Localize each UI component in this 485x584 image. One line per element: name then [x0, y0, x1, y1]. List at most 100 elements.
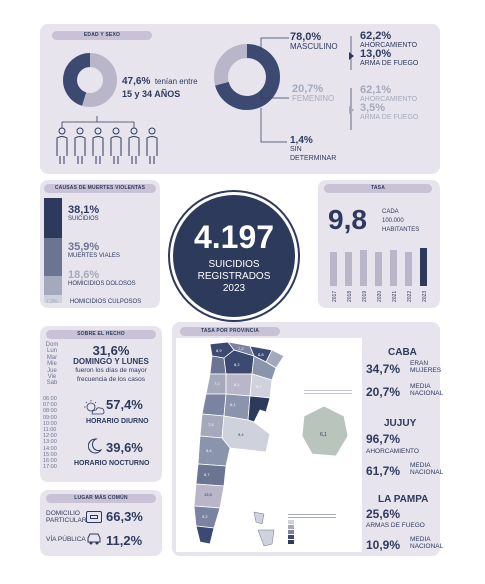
- masculino-pct: 78,0%: [290, 31, 322, 43]
- causa-pct: 18,6%: [68, 269, 100, 281]
- fem-fuego-label: ARMA DE FUEGO: [360, 114, 419, 121]
- tasa-bar-2017: [330, 252, 337, 286]
- caba-pct1: 34,7%: [366, 361, 401, 376]
- causa-label: SUICIDIOS: [68, 216, 99, 222]
- caba-text2a: MEDIA: [410, 383, 431, 390]
- fem-ahorc-label: AHORCAMIENTO: [360, 96, 418, 103]
- hours-list: 06:00 07:00 08:00 09:00 10:00 11:00 12:0…: [43, 396, 57, 470]
- jujuy-text2b: NACIONAL: [410, 469, 444, 476]
- pampa-text1: ARMAS DE FUEGO: [366, 522, 425, 529]
- tasa-bar-2020: [375, 252, 382, 286]
- total-line3: 2023: [222, 283, 246, 294]
- day-label: Lun: [46, 348, 57, 355]
- jujuy-text2: MEDIA NACIONAL: [410, 462, 443, 476]
- jujuy-title: JUJUY: [384, 418, 417, 429]
- causa-item-viales: 35,9% MUERTES VIALES: [68, 241, 120, 261]
- tasa-label3: HABITANTES: [382, 227, 420, 233]
- hour-label: 10:00: [43, 420, 57, 427]
- legend-swatch: [288, 530, 294, 534]
- svg-text:6,1: 6,1: [320, 432, 327, 438]
- argentina-map: 8,9 7,2 8,8 8,2 7,0 8,1 9,7 6,1 7,5 9,4 9,4 8,7 1…: [193, 341, 285, 545]
- sex-donut-chart: [214, 44, 280, 110]
- moon-icon: [88, 438, 102, 454]
- age-text1: tenían entre: [154, 77, 198, 86]
- caba-pct2: 20,7%: [366, 385, 401, 399]
- causa-pct: 38,1%: [68, 204, 100, 216]
- tasa-year-label: 2020: [377, 291, 383, 302]
- tasa-bar-2018: [345, 252, 352, 286]
- legend-swatch: [288, 525, 294, 529]
- domicilio-l2: PARTICULAR: [46, 517, 87, 524]
- svg-text:8,2: 8,2: [234, 362, 240, 367]
- causa-item-suicidios: 38,1% SUICIDIOS: [68, 204, 100, 224]
- inset-map: 6,1: [301, 405, 349, 457]
- legend-title-lines: [288, 512, 336, 518]
- masc-ahorc-label: AHORCAMIENTO: [360, 42, 418, 49]
- tasa-label2: 100.000: [382, 218, 404, 224]
- tasa-bar-2022: [405, 252, 412, 286]
- caba-text2: MEDIA NACIONAL: [410, 383, 443, 397]
- femenino-label: FEMENINO: [292, 94, 335, 103]
- masc-fuego-label: ARMA DE FUEGO: [360, 60, 419, 67]
- hour-label: 09:00: [43, 414, 57, 421]
- car-icon: [87, 533, 101, 545]
- causas-stack-bar: [44, 198, 62, 303]
- caba-title: CABA: [388, 347, 417, 358]
- via-label: VÍA PÚBLICA: [46, 536, 86, 543]
- masculino-block: 78,0% MASCULINO: [290, 32, 338, 52]
- caba-text1a: ERAN: [410, 360, 429, 367]
- causas-header: CAUSAS DE MUERTES VIOLENTAS: [44, 184, 156, 193]
- tasa-header: TASA: [324, 184, 432, 193]
- causa-label: HOMICIDIOS DOLOSOS: [68, 281, 136, 287]
- causa-bar-culposos: [44, 295, 62, 303]
- tasa-label-block: CADA 100.000 HABITANTES: [382, 208, 419, 235]
- caba-text1b: MUJERES: [410, 367, 442, 374]
- svg-text:6,1: 6,1: [230, 402, 236, 407]
- hecho-panel: [40, 326, 162, 482]
- sin-pct: 1,4%: [290, 135, 313, 146]
- svg-text:8,7: 8,7: [204, 472, 210, 477]
- diurno-stat: 57,4%: [106, 398, 143, 411]
- days-pct: 31,6%: [92, 343, 130, 358]
- edad-sexo-header: EDAD Y SEXO: [52, 31, 152, 40]
- svg-text:9,2: 9,2: [202, 514, 208, 519]
- causa-bar-dolosos: [44, 276, 62, 295]
- domicilio-l1: DOMICILIO: [46, 510, 80, 517]
- masc-fuego-pct: 13,0%: [360, 48, 392, 60]
- map-legend: [288, 512, 340, 544]
- causa-pct: 35,9%: [68, 241, 100, 253]
- hour-label: 15:00: [43, 451, 57, 458]
- age-stat: 47,6% tenían entre 15 y 34 AÑOS: [122, 74, 242, 100]
- nocturno-pct: 39,6%: [106, 440, 143, 455]
- islands-map: [253, 511, 275, 547]
- domicilio-label: DOMICILIO PARTICULAR: [46, 510, 87, 524]
- tasa-year-label: 2023: [422, 291, 428, 302]
- tasa-panel: [318, 180, 440, 308]
- legend-swatch: [288, 540, 294, 544]
- connector-lines: [260, 36, 354, 143]
- tasa-year-label: 2022: [407, 291, 413, 302]
- svg-text:8,8: 8,8: [258, 352, 264, 357]
- caba-text2b: NACIONAL: [410, 390, 444, 397]
- day-label: Vie: [47, 374, 57, 381]
- svg-text:7,2: 7,2: [238, 346, 244, 351]
- days-title: DOMINGO Y LUNES: [73, 357, 149, 366]
- legend-swatch: [288, 520, 294, 524]
- sin-label2: DETERMINAR: [290, 155, 337, 162]
- pampa-text2: MEDIA NACIONAL: [410, 536, 443, 550]
- total-line1: SUICIDIOS: [208, 259, 260, 270]
- tasa-bar-2021: [390, 250, 397, 286]
- sin-label1: SIN: [290, 146, 302, 153]
- svg-text:7,0: 7,0: [214, 381, 220, 386]
- hour-label: 16:00: [43, 458, 57, 465]
- hour-label: 06:00: [43, 396, 57, 402]
- tasa-year-label: 2019: [362, 291, 368, 302]
- day-label: Mie: [47, 361, 57, 368]
- jujuy-pct1: 96,7%: [366, 432, 401, 446]
- pampa-pct1: 25,6%: [366, 507, 401, 521]
- pampa-text2b: NACIONAL: [410, 543, 444, 550]
- masc-ahorc-pct: 62,2%: [360, 30, 392, 42]
- pampa-text2a: MEDIA: [410, 536, 431, 543]
- tasa-year-label: 2018: [347, 291, 353, 302]
- tasa-bar-chart: 2017 2018 2019 2020 2021 2022 2023: [330, 248, 428, 302]
